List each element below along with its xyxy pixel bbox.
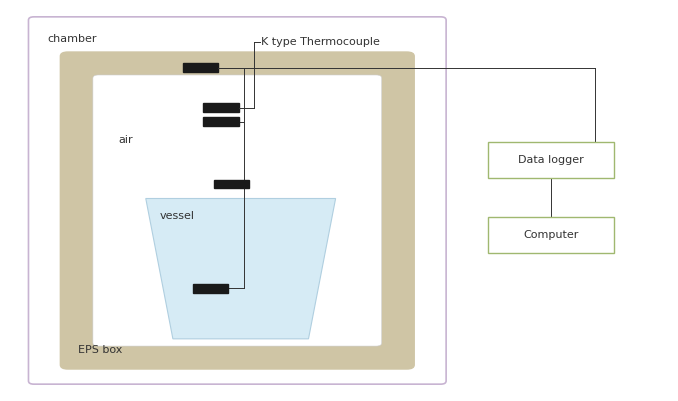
FancyBboxPatch shape (93, 75, 382, 346)
Bar (488, 142, 614, 178)
Text: air: air (119, 136, 134, 145)
FancyBboxPatch shape (28, 17, 446, 384)
Text: K type Thermocouple: K type Thermocouple (261, 37, 380, 47)
Text: vessel: vessel (159, 211, 195, 221)
Text: chamber: chamber (47, 34, 97, 44)
Text: Data logger: Data logger (518, 156, 584, 165)
Text: EPS box: EPS box (78, 345, 122, 355)
Bar (214, 180, 249, 188)
Text: Computer: Computer (523, 230, 578, 239)
Bar (203, 103, 239, 112)
Polygon shape (146, 198, 336, 339)
Bar (183, 63, 218, 72)
Bar (193, 284, 228, 293)
Bar (488, 217, 614, 253)
Bar (203, 117, 239, 126)
FancyBboxPatch shape (60, 51, 415, 370)
